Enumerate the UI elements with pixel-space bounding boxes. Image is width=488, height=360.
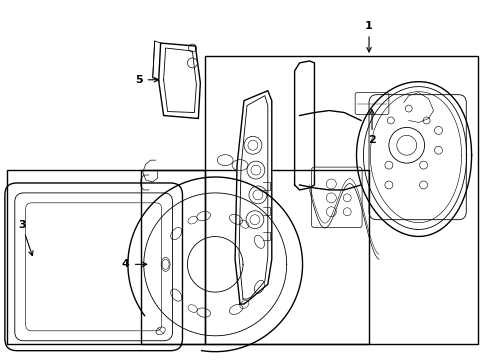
- Polygon shape: [235, 91, 271, 304]
- Text: 3: 3: [18, 220, 33, 256]
- Bar: [7, 170, 205, 344]
- Text: 5: 5: [135, 75, 158, 85]
- Bar: [205, 56, 477, 344]
- Text: 1: 1: [365, 21, 372, 52]
- Text: 2: 2: [367, 109, 375, 145]
- Text: 4: 4: [122, 259, 146, 269]
- Bar: [141, 170, 368, 344]
- Polygon shape: [158, 43, 200, 118]
